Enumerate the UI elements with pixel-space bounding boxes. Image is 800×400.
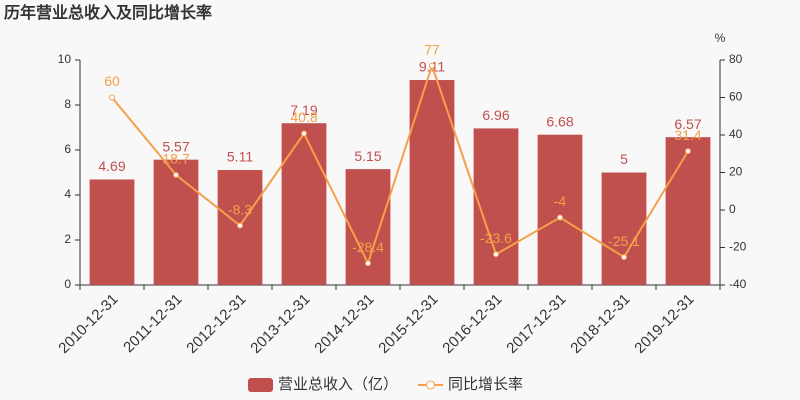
y-tick-label: 8 (64, 97, 71, 111)
line-label: 31.4 (674, 127, 701, 143)
legend-swatch-point (426, 380, 436, 390)
bar-label: 6.68 (546, 113, 573, 129)
y-tick-label: 0 (64, 277, 71, 291)
y-tick-label: 6 (64, 142, 71, 156)
y2-tick-label: 20 (729, 165, 743, 179)
line-point (173, 171, 179, 178)
y2-tick-label: -20 (729, 240, 747, 254)
bar (665, 137, 711, 285)
line-point (493, 251, 499, 258)
line-label: 77 (424, 41, 440, 57)
legend-label: 营业总收入（亿） (278, 376, 398, 393)
bar (601, 172, 647, 285)
bar-label: 5.11 (227, 149, 253, 165)
y-tick-label: 4 (64, 187, 71, 201)
line-label: -23.6 (480, 230, 512, 246)
line-point (429, 62, 435, 69)
line-point (109, 94, 115, 101)
bar-label: 6.96 (482, 107, 509, 123)
y2-tick-label: 60 (729, 90, 743, 104)
line-point (621, 254, 627, 261)
line-label: -25.1 (608, 233, 640, 249)
bar-label: 5 (620, 151, 628, 167)
bar (473, 128, 519, 285)
line-point (301, 130, 307, 137)
bar-label: 6.57 (674, 116, 701, 132)
bar-label: 5.15 (354, 148, 381, 164)
y2-tick-label: 0 (729, 202, 736, 216)
y-tick-label: 10 (58, 52, 72, 66)
y2-tick-label: 80 (729, 52, 743, 66)
line-point (237, 222, 243, 229)
legend-label: 同比增长率 (448, 376, 523, 393)
y2-tick-label: 40 (729, 127, 743, 141)
line (111, 62, 689, 266)
line-label: 60 (104, 73, 120, 89)
bar (89, 179, 135, 285)
bar (345, 169, 391, 285)
bar-label: 7.19 (290, 102, 317, 118)
line-label: 40.8 (290, 109, 317, 125)
y-tick-label: 2 (64, 232, 71, 246)
chart-title: 历年营业总收入及同比增长率 (4, 3, 212, 22)
line-label: 18.7 (162, 151, 189, 167)
legend-swatch (248, 378, 273, 392)
bar-label: 4.69 (98, 158, 125, 174)
line-point (557, 214, 563, 221)
line-label: -8.3 (228, 201, 252, 217)
bar (281, 123, 327, 285)
line-label: -28.4 (352, 239, 384, 255)
bar (153, 159, 199, 285)
bar (537, 134, 583, 285)
y2-axis-label: % (715, 31, 726, 45)
line-label: -4 (554, 193, 567, 209)
y2-tick-label: -40 (729, 277, 747, 291)
line-point (685, 148, 691, 155)
bar-label: 5.57 (162, 138, 189, 154)
line-point (365, 260, 371, 267)
